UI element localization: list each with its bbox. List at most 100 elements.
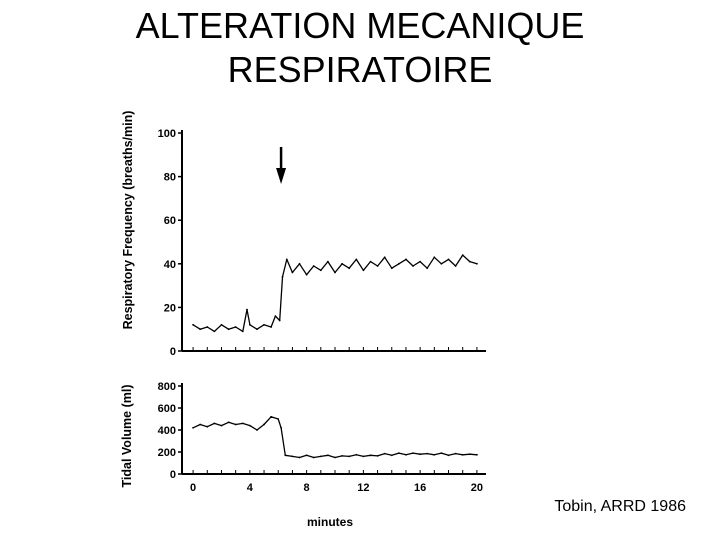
rf-data-point — [405, 258, 407, 261]
tv-data-point — [206, 425, 209, 428]
rf-data-point — [246, 308, 248, 311]
tv-data-point — [426, 452, 429, 455]
tv-data-point — [468, 453, 471, 456]
tv-data-point — [291, 455, 294, 458]
rf-data-point — [334, 271, 336, 274]
tv-data-point — [476, 453, 478, 456]
tv-data-point — [433, 453, 436, 456]
rf-data-point — [376, 265, 379, 267]
rf-data-point — [249, 323, 251, 326]
rf-data-point — [270, 326, 272, 328]
tv-data-point — [419, 453, 421, 456]
tv-data-point — [312, 456, 315, 459]
tv-data-point — [383, 452, 386, 455]
tv-data-point — [461, 453, 464, 456]
tv-y-tick-label: 800 — [158, 381, 176, 393]
rf-data-point — [319, 269, 322, 272]
tv-data-point — [362, 455, 365, 458]
rf-data-point — [312, 265, 315, 267]
tv-data-point — [220, 424, 223, 427]
rf-series-line — [192, 254, 478, 333]
rf-y-tick-label: 0 — [170, 346, 176, 358]
tv-x-tick-label: 0 — [190, 482, 196, 494]
rf-data-point — [476, 262, 478, 265]
tv-data-point — [280, 426, 282, 429]
x-axis-label: minutes — [307, 515, 353, 529]
tv-data-point — [369, 454, 372, 457]
tv-data-point — [341, 455, 343, 457]
tv-data-point — [405, 453, 407, 456]
tv-y-tick-label: 200 — [158, 447, 176, 459]
tv-data-point — [355, 453, 358, 456]
tv-data-point — [298, 456, 301, 459]
rf-data-point — [447, 258, 450, 261]
tv-data-point — [334, 456, 336, 459]
slide-title: ALTERATION MECANIQUE RESPIRATOIRE — [0, 4, 720, 92]
rf-data-point — [213, 330, 216, 333]
slide-title-line-1: ALTERATION MECANIQUE — [135, 5, 585, 46]
rf-data-point — [220, 323, 223, 326]
tv-x-tick-label: 8 — [304, 482, 310, 494]
tv-data-point — [390, 454, 393, 457]
tv-data-point — [398, 452, 400, 454]
rf-data-point — [348, 267, 351, 270]
rf-data-point — [227, 328, 230, 331]
rf-data-point — [199, 328, 202, 331]
tv-x-tick-label: 20 — [471, 482, 483, 494]
tv-data-point — [213, 422, 216, 425]
respiratory-frequency-axis-label: Respiratory Frequency (breaths/min) — [121, 111, 135, 330]
tv-x-tick-label: 12 — [357, 482, 369, 494]
rf-data-point — [256, 328, 258, 331]
tv-data-point — [447, 454, 450, 457]
tv-data-point — [256, 429, 258, 431]
rf-data-point — [263, 323, 265, 326]
rf-data-point — [426, 267, 429, 270]
rf-data-point — [234, 326, 237, 328]
rf-y-tick-label: 40 — [164, 259, 176, 271]
tv-y-tick-label: 0 — [170, 469, 176, 481]
rf-data-point — [440, 262, 443, 265]
rf-y-tick-label: 100 — [158, 128, 176, 140]
rf-data-point — [468, 260, 471, 263]
source-caption: Tobin, ARRD 1986 — [554, 498, 686, 515]
tv-data-point — [305, 454, 308, 457]
rf-data-point — [206, 326, 209, 328]
tv-data-point — [227, 421, 230, 424]
rf-data-point — [433, 256, 436, 259]
rf-data-point — [355, 258, 358, 261]
tv-data-point — [192, 426, 195, 429]
tv-x-tick-label: 4 — [247, 482, 254, 494]
tv-data-point — [327, 454, 329, 457]
slide-title-line-2: RESPIRATOIRE — [227, 49, 493, 90]
rf-data-point — [383, 256, 386, 259]
tv-data-point — [440, 452, 443, 454]
tv-series-line — [192, 416, 477, 459]
tv-y-tick-label: 600 — [158, 403, 176, 415]
rf-data-point — [274, 315, 277, 317]
tv-data-point — [319, 455, 322, 458]
rf-data-point — [327, 260, 329, 263]
tv-data-point — [270, 415, 272, 418]
rf-data-point — [461, 254, 464, 256]
tv-data-point — [412, 452, 414, 454]
rf-data-point — [278, 319, 281, 322]
tv-data-point — [348, 455, 351, 458]
rf-data-point — [192, 323, 195, 326]
tv-data-point — [249, 424, 251, 427]
tv-x-tick-label: 16 — [414, 482, 426, 494]
rf-data-point — [412, 265, 414, 267]
rf-data-point — [454, 265, 457, 267]
tv-data-point — [234, 423, 237, 426]
tv-data-point — [263, 423, 265, 426]
rf-data-point — [281, 276, 284, 278]
rf-data-point — [298, 262, 301, 265]
respiratory-frequency-chart: Respiratory Frequency (breaths/min) 0 20 4… — [121, 111, 486, 358]
tv-y-tick-label: 400 — [158, 425, 176, 437]
rf-data-point — [291, 271, 294, 274]
intervention-arrow-icon — [276, 168, 287, 184]
rf-data-point — [285, 258, 288, 261]
rf-y-tick-label: 20 — [164, 302, 176, 314]
rf-y-tick-label: 60 — [164, 215, 176, 227]
rf-y-tick-label: 80 — [164, 172, 176, 184]
rf-data-point — [362, 269, 365, 272]
